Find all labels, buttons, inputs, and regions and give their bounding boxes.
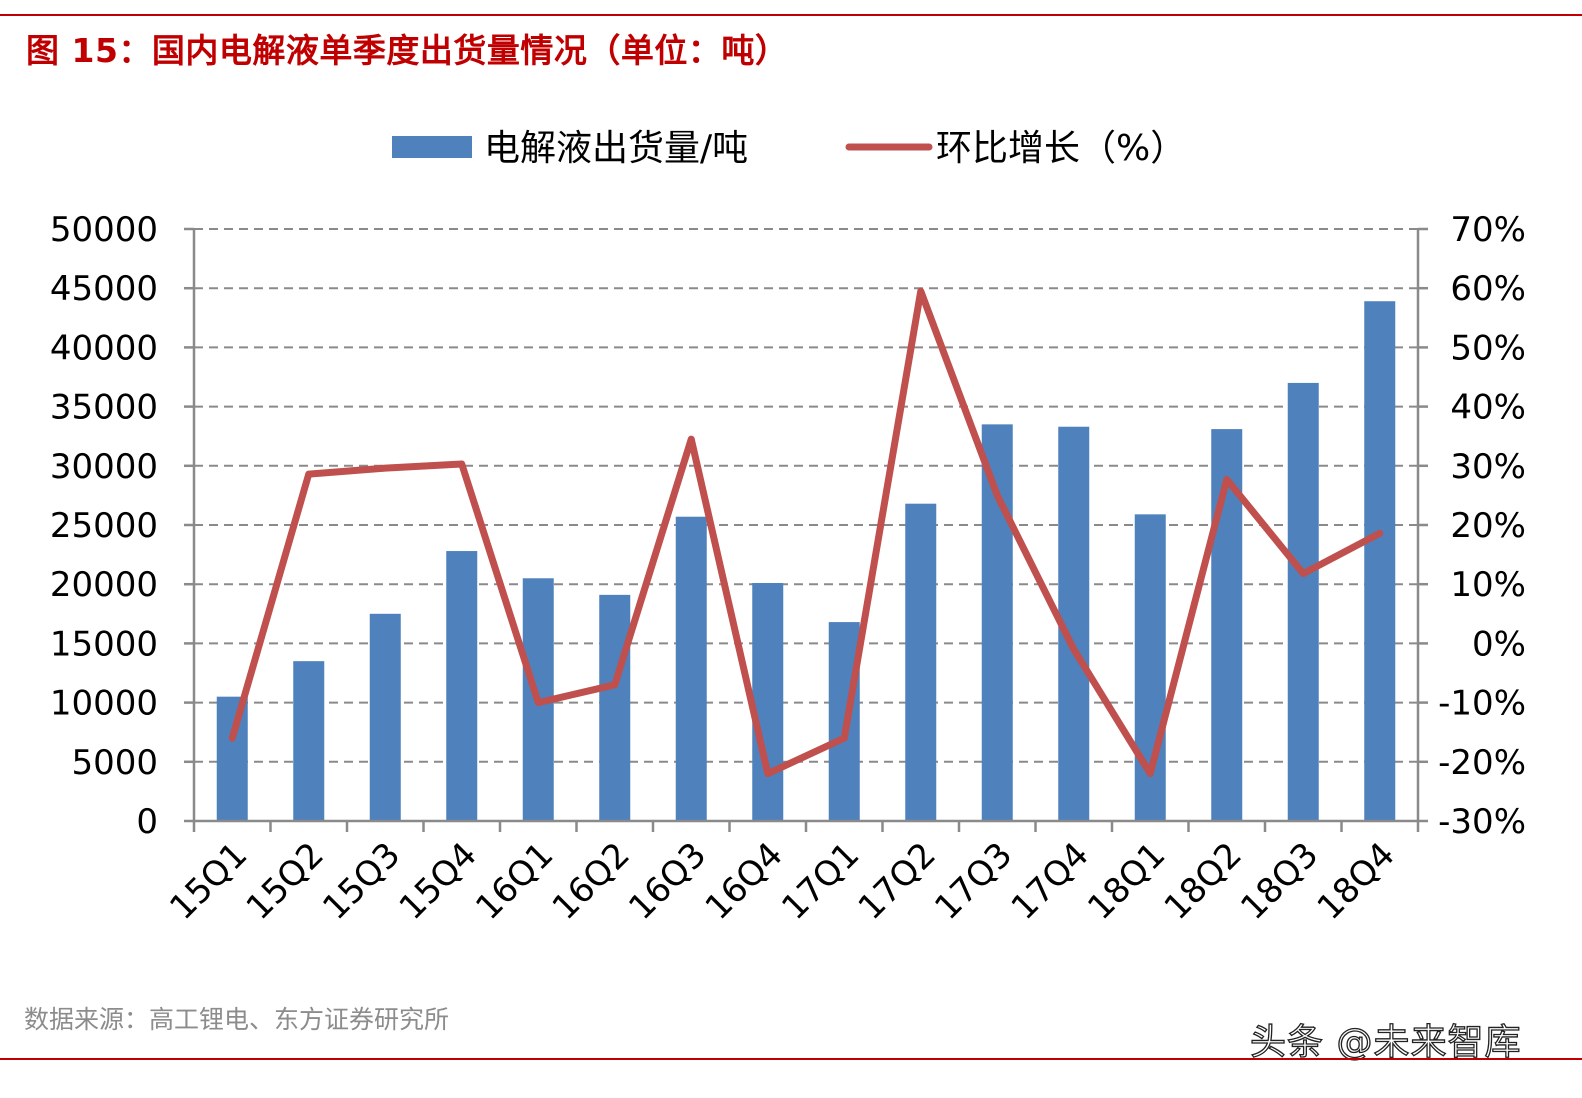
x-tick-label: 18Q2: [1157, 835, 1250, 928]
right-tick-label: 0%: [1472, 624, 1526, 664]
right-tick-label: -10%: [1438, 684, 1526, 724]
watermark: 头条 @未来智库: [1249, 1021, 1522, 1063]
right-tick-label: 10%: [1450, 565, 1526, 605]
bar: [675, 516, 707, 821]
right-tick-label: -20%: [1438, 743, 1526, 783]
x-tick-label: 18Q3: [1233, 835, 1326, 928]
x-tick-label: 15Q1: [162, 835, 255, 928]
legend-bar-swatch: [392, 136, 472, 158]
left-tick-label: 5000: [71, 743, 158, 783]
source-note: 数据来源：高工锂电、东方证券研究所: [24, 1005, 450, 1034]
left-tick-label: 10000: [50, 684, 158, 724]
bar: [981, 424, 1013, 821]
left-tick-label: 0: [136, 802, 158, 842]
bar: [1287, 382, 1319, 821]
axes: [184, 227, 1428, 832]
right-axis-ticks: -30% -20% -10% 0% 10% 20% 30% 40% 50% 60% 70%: [1438, 210, 1526, 842]
bar: [905, 503, 937, 821]
legend-bar-label: 电解液出货量/吨: [484, 128, 748, 169]
left-tick-label: 40000: [50, 328, 158, 368]
bar-series: [216, 301, 1396, 821]
right-tick-label: 20%: [1450, 506, 1526, 546]
bar: [446, 551, 478, 821]
bar: [1364, 301, 1396, 821]
x-tick-label: 16Q3: [621, 835, 714, 928]
right-tick-label: 40%: [1450, 388, 1526, 428]
legend: 电解液出货量/吨 环比增长（%）: [392, 128, 1186, 169]
x-tick-label: 15Q4: [392, 835, 485, 928]
x-tick-label: 16Q2: [545, 835, 638, 928]
left-tick-label: 20000: [50, 565, 158, 605]
x-tick-label: 17Q1: [774, 835, 867, 928]
left-tick-label: 50000: [50, 210, 158, 250]
left-tick-label: 45000: [50, 269, 158, 309]
left-tick-label: 25000: [50, 506, 158, 546]
x-tick-label: 15Q3: [315, 835, 408, 928]
x-axis-ticks: 15Q115Q215Q315Q416Q116Q216Q316Q417Q117Q2…: [162, 835, 1403, 928]
figure-title: 图 15：国内电解液单季度出货量情况（单位：吨）: [26, 31, 789, 70]
line-series: [228, 287, 1384, 778]
bar: [216, 696, 248, 821]
right-tick-label: -30%: [1438, 802, 1526, 842]
right-tick-label: 60%: [1450, 269, 1526, 309]
growth-line: [228, 287, 1384, 778]
left-tick-label: 35000: [50, 388, 158, 428]
bar: [369, 613, 401, 821]
right-tick-label: 50%: [1450, 328, 1526, 368]
x-tick-label: 15Q2: [239, 835, 332, 928]
bar: [599, 594, 631, 821]
x-tick-label: 17Q4: [1004, 835, 1097, 928]
x-tick-label: 16Q4: [698, 835, 791, 928]
left-axis-ticks: 0 5000 10000 15000 20000 25000 30000 35000 40000…: [50, 210, 158, 842]
left-tick-label: 15000: [50, 624, 158, 664]
bar: [752, 583, 784, 821]
right-tick-label: 30%: [1450, 447, 1526, 487]
top-rule: [0, 14, 1582, 16]
left-tick-label: 30000: [50, 447, 158, 487]
x-tick-label: 18Q1: [1080, 835, 1173, 928]
right-tick-label: 70%: [1450, 210, 1526, 250]
legend-line-label: 环比增长（%）: [936, 128, 1186, 169]
x-tick-label: 17Q3: [927, 835, 1020, 928]
x-tick-label: 18Q4: [1310, 835, 1403, 928]
bottom-rule: [0, 1058, 1582, 1060]
bar: [293, 661, 325, 821]
x-tick-label: 16Q1: [468, 835, 561, 928]
x-tick-label: 17Q2: [851, 835, 944, 928]
